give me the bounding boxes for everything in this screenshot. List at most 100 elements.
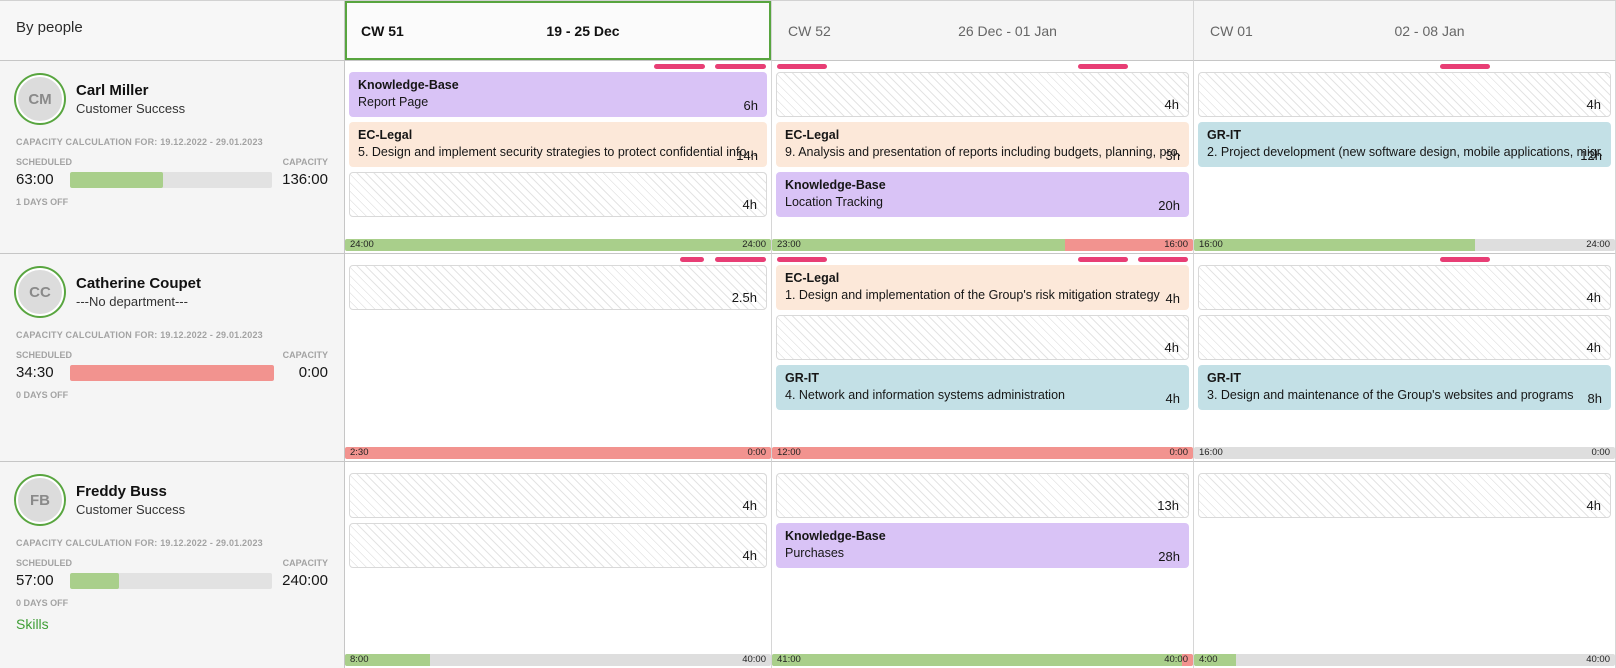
scheduled-label: SCHEDULED (16, 350, 73, 360)
booking-block[interactable]: EC-Legal 5. Design and implement securit… (349, 122, 767, 167)
booking-hours: 4h (742, 197, 757, 212)
booking-block[interactable]: GR-IT 4. Network and information systems… (776, 365, 1189, 410)
week-scheduled-hours: 24:00 (350, 239, 374, 250)
days-off: 1 DAYS OFF (16, 197, 69, 207)
week-capacity-bar (772, 239, 1193, 251)
scheduled-value: 63:00 (16, 171, 54, 188)
week-scheduled-hours: 16:00 (1199, 447, 1223, 458)
booking-hours: 8h (1587, 391, 1602, 406)
booking-hours: 4h (1586, 340, 1601, 355)
schedule-cell: 4h 4h GR-IT 3. Design and maintenance of… (1194, 254, 1616, 462)
week-capacity-hours: 0:00 (1169, 447, 1189, 458)
booking-hours: 4h (1586, 97, 1601, 112)
unassigned-block[interactable]: 4h (1198, 72, 1611, 117)
booking-stack: 13h Knowledge-Base Purchases 28h (772, 473, 1193, 568)
week-scheduled-hours: 4:00 (1199, 654, 1218, 665)
booking-block[interactable]: GR-IT 3. Design and maintenance of the G… (1198, 365, 1611, 410)
unassigned-block[interactable]: 4h (349, 473, 767, 518)
booking-hours: 6h (743, 98, 758, 113)
capacity-bar-segment (1065, 239, 1193, 251)
week-capacity-hours: 16:00 (1164, 239, 1188, 250)
booking-stack: 4h 4h GR-IT 3. Design and maintenance of… (1194, 265, 1615, 410)
booking-stack: 4h EC-Legal 9. Analysis and presentation… (772, 72, 1193, 217)
booking-task: 9. Analysis and presentation of reports … (785, 145, 1180, 159)
booking-project: Knowledge-Base (358, 78, 459, 92)
person-name: Carl Miller (76, 82, 149, 99)
unassigned-block[interactable]: 4h (349, 172, 767, 217)
capacity-progress-fill (70, 572, 119, 589)
booking-hours: 4h (1165, 391, 1180, 406)
week-date-range: 19 - 25 Dec (546, 22, 620, 39)
booking-block[interactable]: Knowledge-Base Report Page 6h (349, 72, 767, 117)
capacity-note: CAPACITY CALCULATION FOR: 19.12.2022 - 2… (16, 330, 263, 340)
week-scheduled-hours: 23:00 (777, 239, 801, 250)
booking-project: GR-IT (1207, 128, 1242, 142)
week-scheduled-hours: 8:00 (350, 654, 369, 665)
unassigned-block[interactable]: 4h (1198, 265, 1611, 310)
booking-stack: 4h (1194, 473, 1615, 518)
week-capacity-hours: 24:00 (1586, 239, 1610, 250)
schedule-cell: 4h 4:00 40:00 (1194, 462, 1616, 668)
unassigned-block[interactable]: 13h (776, 473, 1189, 518)
unassigned-block[interactable]: 4h (776, 72, 1189, 117)
person-identity: CM Carl Miller Customer Success (16, 75, 328, 123)
schedule-cell: 2.5h 2:30 0:00 (345, 254, 772, 462)
week-capacity-hours: 40:00 (742, 654, 766, 665)
booking-task: 2. Project development (new software des… (1207, 145, 1602, 159)
panel-header: By people (0, 1, 345, 61)
avatar: CM (16, 75, 64, 123)
capacity-bar-segment (772, 447, 1193, 459)
week-capacity-bar (772, 447, 1193, 459)
time-off-indicator (1077, 64, 1128, 69)
week-capacity-bar (1194, 447, 1615, 459)
capacity-bar-segment (772, 239, 1066, 251)
time-off-indicator (1439, 257, 1490, 262)
person-identity: CC Catherine Coupet ---No department--- (16, 268, 328, 316)
week-capacity-bar (772, 654, 1193, 666)
booking-block[interactable]: Knowledge-Base Purchases 28h (776, 523, 1189, 568)
booking-hours: 4h (1586, 498, 1601, 513)
scheduled-value: 57:00 (16, 572, 54, 589)
week-capacity-hours: 0:00 (1591, 447, 1611, 458)
time-off-indicator (777, 64, 828, 69)
week-number: CW 01 (1210, 22, 1253, 39)
week-capacity-bar (1194, 654, 1615, 666)
time-off-indicator (715, 64, 766, 69)
unassigned-block[interactable]: 4h (1198, 473, 1611, 518)
days-off: 0 DAYS OFF (16, 598, 69, 608)
booking-hours: 20h (1158, 198, 1180, 213)
skills-link[interactable]: Skills (16, 616, 49, 632)
booking-block[interactable]: EC-Legal 1. Design and implementation of… (776, 265, 1189, 310)
booking-block[interactable]: Knowledge-Base Location Tracking 20h (776, 172, 1189, 217)
booking-stack: 4h 4h (345, 473, 771, 568)
person-identity: FB Freddy Buss Customer Success (16, 476, 328, 524)
person-name: Freddy Buss (76, 483, 167, 500)
time-off-indicator (654, 64, 706, 69)
week-scheduled-hours: 16:00 (1199, 239, 1223, 250)
capacity-progressbar (70, 572, 273, 589)
days-off: 0 DAYS OFF (16, 390, 69, 400)
capacity-label: CAPACITY (282, 157, 328, 167)
booking-hours: 4h (1164, 340, 1179, 355)
booking-hours: 13h (1157, 498, 1179, 513)
person-card: FB Freddy Buss Customer Success CAPACITY… (0, 462, 345, 668)
person-department: ---No department--- (76, 294, 188, 309)
capacity-bar-segment (1194, 239, 1475, 251)
booking-project: Knowledge-Base (785, 178, 886, 192)
booking-stack: 4h GR-IT 2. Project development (new sof… (1194, 72, 1615, 167)
unassigned-block[interactable]: 4h (349, 523, 767, 568)
capacity-progressbar (70, 171, 273, 188)
week-date-range: 26 Dec - 01 Jan (958, 22, 1057, 39)
scheduled-label: SCHEDULED (16, 157, 73, 167)
unassigned-block[interactable]: 4h (1198, 315, 1611, 360)
booking-block[interactable]: EC-Legal 9. Analysis and presentation of… (776, 122, 1189, 167)
unassigned-block[interactable]: 2.5h (349, 265, 767, 310)
booking-stack: Knowledge-Base Report Page 6h EC-Legal 5… (345, 72, 771, 217)
booking-project: GR-IT (785, 371, 820, 385)
unassigned-block[interactable]: 4h (776, 315, 1189, 360)
capacity-value: 0:00 (298, 364, 328, 381)
capacity-bar-segment (345, 654, 431, 666)
booking-stack: 2.5h (345, 265, 771, 310)
booking-block[interactable]: GR-IT 2. Project development (new softwa… (1198, 122, 1611, 167)
